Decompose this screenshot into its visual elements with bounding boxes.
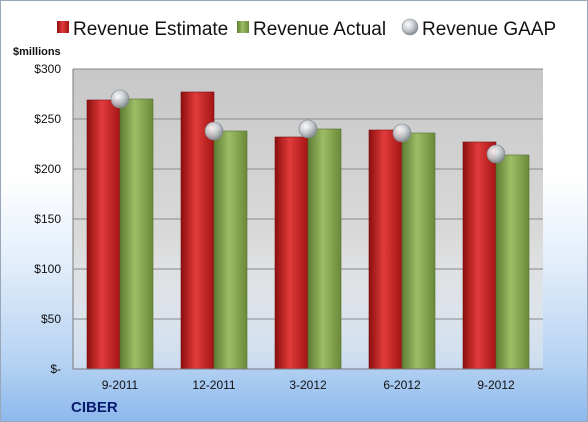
- legend-swatch-revenue-actual: [237, 21, 249, 33]
- y-tick-label: $200: [34, 162, 61, 176]
- legend-marker-revenue-gaap: [401, 18, 419, 36]
- y-tick-label: $150: [34, 212, 61, 226]
- marker-revenue-gaap: [110, 89, 130, 109]
- legend-label-revenue-estimate: Revenue Estimate: [73, 19, 228, 40]
- legend-swatch-revenue-estimate: [57, 21, 69, 33]
- legend-label-revenue-gaap: Revenue GAAP: [422, 19, 556, 40]
- y-axis-unit-label: $millions: [13, 46, 61, 58]
- bar-revenue-actual: [495, 154, 530, 370]
- y-axis-ticks: $- $50 $100 $150 $200 $250 $300: [34, 62, 61, 376]
- x-axis-ticks: 9-2011 12-2011 3-2012 6-2012 9-2012: [102, 378, 515, 392]
- x-tick-label: 3-2012: [289, 378, 327, 392]
- legend-label-revenue-actual: Revenue Actual: [253, 19, 386, 40]
- x-tick-label: 6-2012: [383, 378, 421, 392]
- bar-revenue-estimate: [86, 99, 121, 370]
- bar-revenue-estimate: [462, 141, 497, 370]
- bar-revenue-actual: [401, 132, 436, 370]
- y-tick-label: $250: [34, 112, 61, 126]
- x-tick-label: 9-2012: [477, 378, 515, 392]
- marker-revenue-gaap: [392, 123, 412, 143]
- marker-revenue-gaap: [298, 119, 318, 139]
- bar-revenue-actual: [119, 98, 154, 370]
- bar-revenue-estimate: [274, 136, 309, 370]
- marker-revenue-gaap: [486, 144, 506, 164]
- y-tick-label: $50: [41, 312, 61, 326]
- legend: Revenue Estimate Revenue Actual Revenue …: [57, 18, 556, 40]
- bar-revenue-actual: [213, 130, 248, 370]
- x-tick-label: 12-2011: [192, 378, 235, 392]
- marker-revenue-gaap: [204, 121, 224, 141]
- y-tick-label: $-: [50, 362, 61, 376]
- bars: [86, 89, 530, 370]
- x-tick-label: 9-2011: [102, 378, 139, 392]
- company-label: CIBER: [71, 399, 118, 416]
- y-tick-label: $100: [34, 262, 61, 276]
- bar-revenue-actual: [307, 128, 342, 370]
- bar-revenue-estimate: [368, 129, 403, 370]
- y-tick-label: $300: [34, 62, 61, 76]
